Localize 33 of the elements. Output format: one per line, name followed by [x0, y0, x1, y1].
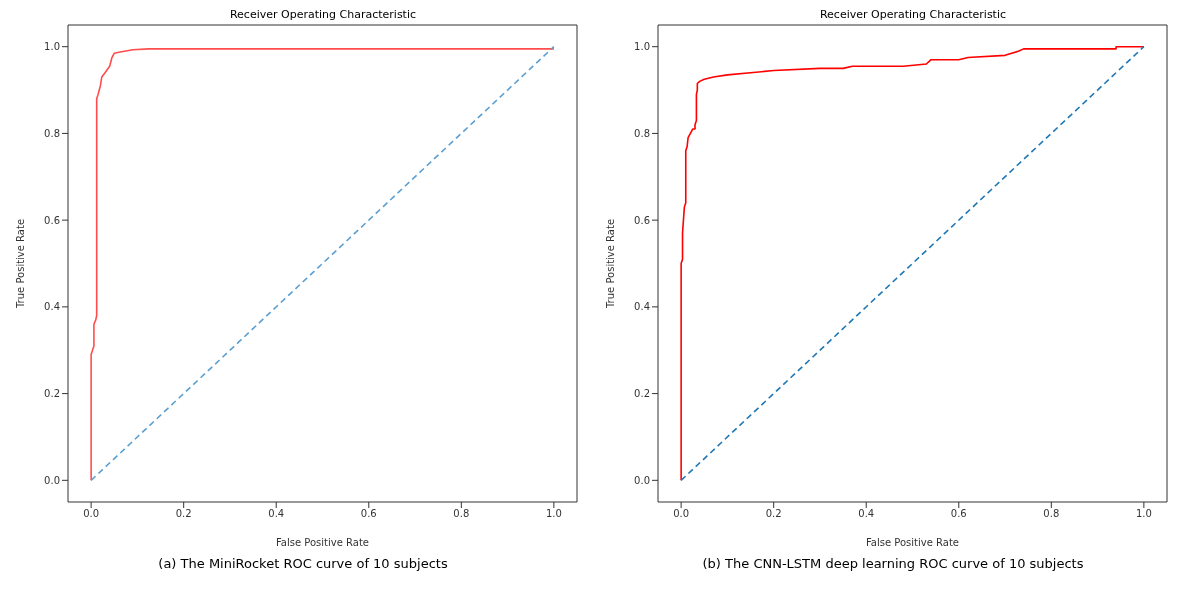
x-tick-label: 0.6	[360, 508, 377, 520]
text: (b) The CNN-LSTM deep learning ROC curve of 10 subjects	[701, 556, 1085, 571]
x-tick-label: 0.6	[950, 508, 967, 520]
x-tick-label: 0.0	[673, 508, 690, 520]
x-tick-label: 0.2	[175, 508, 192, 520]
x-tick-label: 0.8	[1043, 508, 1060, 520]
y-axis-title: True Positive Rate	[604, 218, 616, 310]
y-tick-label: 0.4	[634, 301, 650, 313]
y-tick-label: 0.0	[634, 474, 650, 486]
y-tick-label: 0.8	[634, 127, 650, 139]
y-tick-label: 0.6	[44, 214, 60, 226]
chart-title: Receiver Operating Characteristic	[228, 8, 418, 22]
x-axis-title: False Positive Rate	[276, 537, 369, 548]
y-tick-label: 0.8	[44, 127, 60, 139]
x-tick-label: 0.2	[765, 508, 782, 520]
chart-title: Receiver Operating Characteristic	[818, 8, 1008, 22]
y-tick-label: 1.0	[634, 41, 650, 53]
x-tick-label: 1.0	[545, 508, 562, 520]
y-tick-label: 0.4	[44, 301, 60, 313]
x-tick-label: 0.8	[453, 508, 470, 520]
x-tick-label: 0.0	[83, 508, 100, 520]
y-tick-label: 0.6	[634, 214, 650, 226]
y-tick-label: 0.2	[634, 388, 650, 400]
x-axis-title: False Positive Rate	[866, 537, 959, 548]
y-axis-title: True Positive Rate	[14, 218, 26, 310]
line-series	[680, 45, 1145, 482]
y-tick-label: 0.0	[44, 474, 60, 486]
y-tick-label: 0.2	[44, 388, 60, 400]
x-tick-label: 1.0	[1135, 508, 1152, 520]
x-tick-label: 0.4	[268, 508, 285, 520]
y-tick-label: 1.0	[44, 41, 60, 53]
x-tick-label: 0.4	[858, 508, 875, 520]
text: (a) The MiniRocket ROC curve of 10 subjects	[157, 556, 449, 571]
